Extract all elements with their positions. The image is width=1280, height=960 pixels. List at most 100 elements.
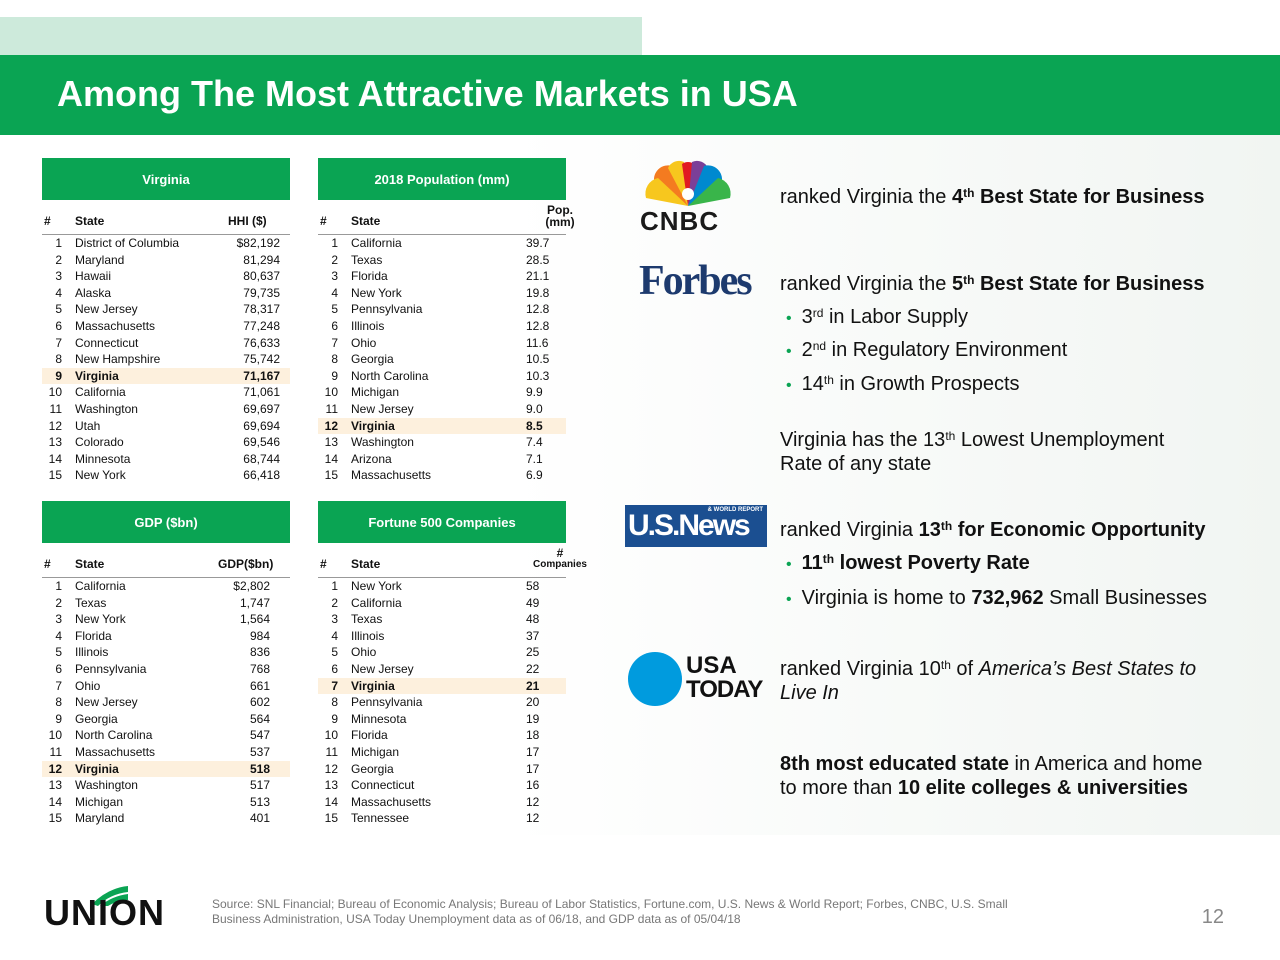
row-rank: 9 bbox=[55, 711, 62, 726]
column-header-state: State bbox=[351, 557, 381, 571]
row-state: Minnesota bbox=[351, 711, 407, 726]
row-value: 1,564 bbox=[239, 612, 270, 627]
row-value: 20 bbox=[526, 695, 540, 710]
row-rank: 6 bbox=[55, 661, 62, 676]
regulatory-text: in Regulatory Environment bbox=[826, 339, 1068, 361]
row-state: Ohio bbox=[351, 335, 377, 350]
table-row: 8 New Jersey 602 bbox=[42, 694, 290, 711]
table-row: 6 Illinois 12.8 bbox=[318, 318, 566, 335]
title-bar: Among The Most Attractive Markets in USA bbox=[0, 55, 1280, 135]
row-rank: 5 bbox=[331, 302, 338, 317]
table-row: 14 Massachusetts 12 bbox=[318, 794, 566, 811]
row-rank: 12 bbox=[324, 418, 338, 433]
forbes-ranking: ranked Virginia the 5th Best State for B… bbox=[780, 272, 1205, 296]
table-row: 15 Maryland 401 bbox=[42, 810, 290, 827]
forbes-bullet-labor: • 3rd in Labor Supply bbox=[786, 305, 968, 331]
poverty-rank: 11 bbox=[801, 552, 823, 574]
row-state: Florida bbox=[351, 728, 388, 743]
column-header-value-line2: (mm) bbox=[545, 215, 575, 229]
row-state: California bbox=[75, 385, 126, 400]
table-row: 4 New York 19.8 bbox=[318, 285, 566, 302]
row-state: Maryland bbox=[75, 811, 125, 826]
bullet-icon: • bbox=[786, 343, 792, 360]
row-value: 19 bbox=[526, 711, 540, 726]
row-value: 76,633 bbox=[243, 335, 280, 350]
row-state: Tennessee bbox=[351, 811, 410, 826]
smallbiz-count: 732,962 bbox=[971, 587, 1044, 609]
table-header: Virginia bbox=[42, 158, 290, 200]
poverty-text: lowest Poverty Rate bbox=[834, 552, 1030, 574]
usatoday-logo: USA TODAY bbox=[628, 652, 768, 707]
row-value: 78,317 bbox=[243, 302, 280, 317]
unemployment-prefix: Virginia has the 13 bbox=[780, 429, 946, 451]
table-row: 3 Hawaii 80,637 bbox=[42, 268, 290, 285]
row-rank: 13 bbox=[324, 435, 338, 450]
table-row: 12 Virginia 518 bbox=[42, 760, 290, 778]
column-header-rank: # bbox=[320, 214, 327, 228]
row-state: New Jersey bbox=[75, 695, 138, 710]
row-rank: 15 bbox=[48, 468, 62, 483]
row-rank: 3 bbox=[331, 269, 338, 284]
table-row: 5 Illinois 836 bbox=[42, 644, 290, 661]
row-state: Washington bbox=[75, 778, 138, 793]
source-line-1: Source: SNL Financial; Bureau of Economi… bbox=[212, 897, 1008, 911]
table-row: 2 Maryland 81,294 bbox=[42, 252, 290, 269]
column-header-value: # Companies bbox=[530, 547, 590, 571]
table-row: 2 Texas 28.5 bbox=[318, 252, 566, 269]
row-state: Florida bbox=[75, 628, 112, 643]
row-rank: 10 bbox=[48, 728, 62, 743]
row-value: 16 bbox=[526, 778, 540, 793]
row-rank: 5 bbox=[55, 645, 62, 660]
row-rank: 15 bbox=[324, 468, 338, 483]
regulatory-rank-suffix: nd bbox=[812, 339, 827, 353]
row-rank: 14 bbox=[324, 794, 338, 809]
bullet-icon: • bbox=[786, 377, 792, 394]
row-value: 602 bbox=[249, 695, 270, 710]
column-header-rank: # bbox=[44, 214, 51, 228]
row-value: 12 bbox=[526, 811, 540, 826]
row-value: 564 bbox=[249, 711, 270, 726]
cnbc-wordmark: CNBC bbox=[640, 206, 720, 236]
row-rank: 3 bbox=[331, 612, 338, 627]
row-value: 25 bbox=[526, 645, 540, 660]
row-state: Georgia bbox=[75, 711, 118, 726]
row-value: 6.9 bbox=[526, 468, 543, 483]
row-state: Colorado bbox=[75, 435, 124, 450]
row-rank: 14 bbox=[48, 794, 62, 809]
row-rank: 1 bbox=[331, 236, 338, 250]
row-value: $82,192 bbox=[236, 236, 280, 250]
row-state: Illinois bbox=[351, 318, 385, 333]
table-row: 8 Georgia 10.5 bbox=[318, 351, 566, 368]
table-row: 10 Michigan 9.9 bbox=[318, 384, 566, 401]
table-row: 12 Utah 69,694 bbox=[42, 418, 290, 435]
row-state: District of Columbia bbox=[75, 236, 180, 250]
table-row: 2 California 49 bbox=[318, 595, 566, 612]
row-value: 12 bbox=[526, 794, 540, 809]
poverty-rank-suffix: th bbox=[822, 552, 835, 566]
row-rank: 2 bbox=[55, 595, 62, 610]
column-header-value-line1: Pop. bbox=[547, 203, 573, 217]
row-rank: 14 bbox=[48, 451, 62, 466]
table-row: 13 Connecticut 16 bbox=[318, 777, 566, 794]
education-line1-tail: in America and home bbox=[1008, 753, 1203, 775]
table-row: 13 Washington 7.4 bbox=[318, 434, 566, 451]
row-state: New York bbox=[75, 612, 126, 627]
row-rank: 15 bbox=[48, 811, 62, 826]
education-line2-prefix: to more than bbox=[780, 777, 898, 799]
bullet-icon: • bbox=[786, 591, 792, 608]
column-header-value-line2: Companies bbox=[533, 559, 587, 570]
row-rank: 1 bbox=[331, 579, 338, 593]
education-text: 8th most educated state in America and h… bbox=[780, 752, 1202, 800]
row-value: 77,248 bbox=[243, 318, 280, 333]
row-value: 58 bbox=[526, 579, 540, 593]
column-header-state: State bbox=[75, 214, 105, 228]
table-row: 13 Colorado 69,546 bbox=[42, 434, 290, 451]
row-value: 71,167 bbox=[243, 368, 280, 383]
row-value: 17 bbox=[526, 744, 540, 759]
row-value: 836 bbox=[249, 645, 270, 660]
row-rank: 13 bbox=[48, 435, 62, 450]
row-value: 10.3 bbox=[526, 368, 550, 383]
smallbiz-suffix: Small Businesses bbox=[1043, 587, 1208, 609]
row-rank: 10 bbox=[324, 385, 338, 400]
unemployment-suffix: th bbox=[945, 429, 956, 443]
